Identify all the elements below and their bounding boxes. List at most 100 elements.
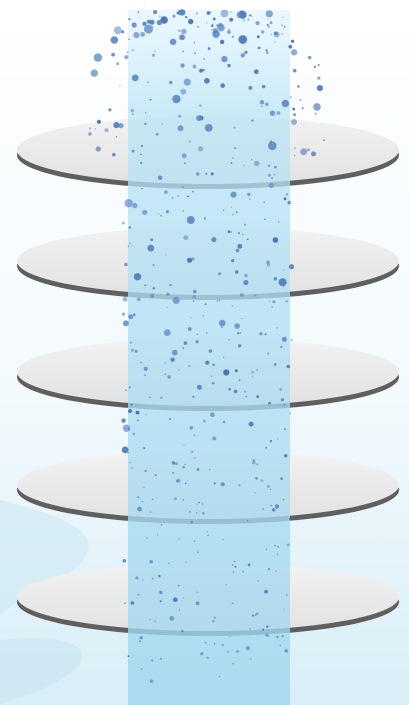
particle xyxy=(317,76,321,80)
particle xyxy=(137,419,139,422)
particle xyxy=(273,363,277,366)
particle xyxy=(131,467,134,469)
particle xyxy=(188,140,191,143)
particle xyxy=(277,221,280,223)
particle xyxy=(283,428,287,431)
particle xyxy=(197,551,199,554)
particle xyxy=(110,36,119,44)
particle xyxy=(212,620,215,623)
particle xyxy=(243,19,246,22)
particle xyxy=(271,306,273,308)
particle xyxy=(262,628,265,631)
particle xyxy=(151,577,154,580)
particle xyxy=(132,113,134,115)
particle xyxy=(267,18,269,20)
particle xyxy=(127,451,129,454)
particle xyxy=(160,658,162,660)
particle xyxy=(166,292,170,296)
particle xyxy=(198,501,200,504)
particle xyxy=(290,39,295,43)
particle xyxy=(276,553,278,555)
particle xyxy=(289,96,292,99)
particle xyxy=(267,568,271,571)
particle xyxy=(204,303,207,306)
particle xyxy=(113,26,122,35)
particle xyxy=(268,401,272,405)
particle xyxy=(182,597,185,599)
particle xyxy=(242,570,244,573)
particle xyxy=(195,340,199,344)
particle xyxy=(192,395,195,398)
particle xyxy=(254,294,257,297)
particle xyxy=(202,315,204,317)
particle xyxy=(199,104,202,107)
particle xyxy=(151,498,154,501)
particle xyxy=(184,463,186,465)
particle xyxy=(149,98,152,101)
particle xyxy=(206,11,211,15)
particle xyxy=(217,23,225,32)
particle xyxy=(207,534,209,537)
particle xyxy=(211,237,217,243)
particle xyxy=(182,499,184,501)
particle xyxy=(133,31,140,39)
particle xyxy=(193,52,197,55)
particle xyxy=(137,496,140,499)
particle xyxy=(251,375,253,377)
particle xyxy=(142,209,148,215)
particle xyxy=(196,384,202,390)
particle xyxy=(190,317,192,319)
particle xyxy=(294,147,296,149)
particle xyxy=(219,319,226,327)
particle xyxy=(272,300,276,304)
particle xyxy=(255,477,258,480)
particle xyxy=(169,80,173,85)
particle xyxy=(176,478,181,483)
particle xyxy=(197,146,204,152)
particle xyxy=(159,15,161,17)
particle xyxy=(227,30,231,34)
particle xyxy=(164,362,166,364)
particle xyxy=(115,136,118,138)
particle xyxy=(141,187,143,190)
particle xyxy=(192,294,196,299)
particle xyxy=(192,64,197,69)
particle xyxy=(274,504,280,509)
particle xyxy=(132,432,135,436)
particle xyxy=(293,113,296,117)
particle xyxy=(150,293,155,299)
particle xyxy=(160,215,162,217)
particle xyxy=(234,369,238,373)
particle xyxy=(93,53,103,62)
particle xyxy=(183,341,188,345)
particle xyxy=(273,31,280,38)
particle xyxy=(218,299,221,302)
particle xyxy=(314,112,317,115)
particle xyxy=(119,85,121,87)
particle xyxy=(152,264,155,267)
particle xyxy=(96,119,101,124)
particle xyxy=(267,352,270,355)
particle xyxy=(277,545,279,548)
particle xyxy=(228,339,230,341)
particle xyxy=(131,49,134,51)
particle xyxy=(156,20,162,26)
particle xyxy=(182,210,184,212)
particle xyxy=(260,479,264,482)
particle xyxy=(199,68,203,73)
particle xyxy=(190,520,194,524)
particle xyxy=(172,471,175,474)
particle xyxy=(139,640,142,642)
particle xyxy=(203,419,206,423)
particle xyxy=(158,213,160,215)
particle xyxy=(149,396,151,399)
particle xyxy=(248,421,254,427)
particle xyxy=(113,122,120,129)
particle xyxy=(270,33,272,36)
particle xyxy=(189,510,191,513)
particle xyxy=(211,24,214,28)
particle xyxy=(200,652,203,656)
particle xyxy=(256,612,259,615)
particle xyxy=(259,332,263,336)
particle xyxy=(218,272,222,276)
